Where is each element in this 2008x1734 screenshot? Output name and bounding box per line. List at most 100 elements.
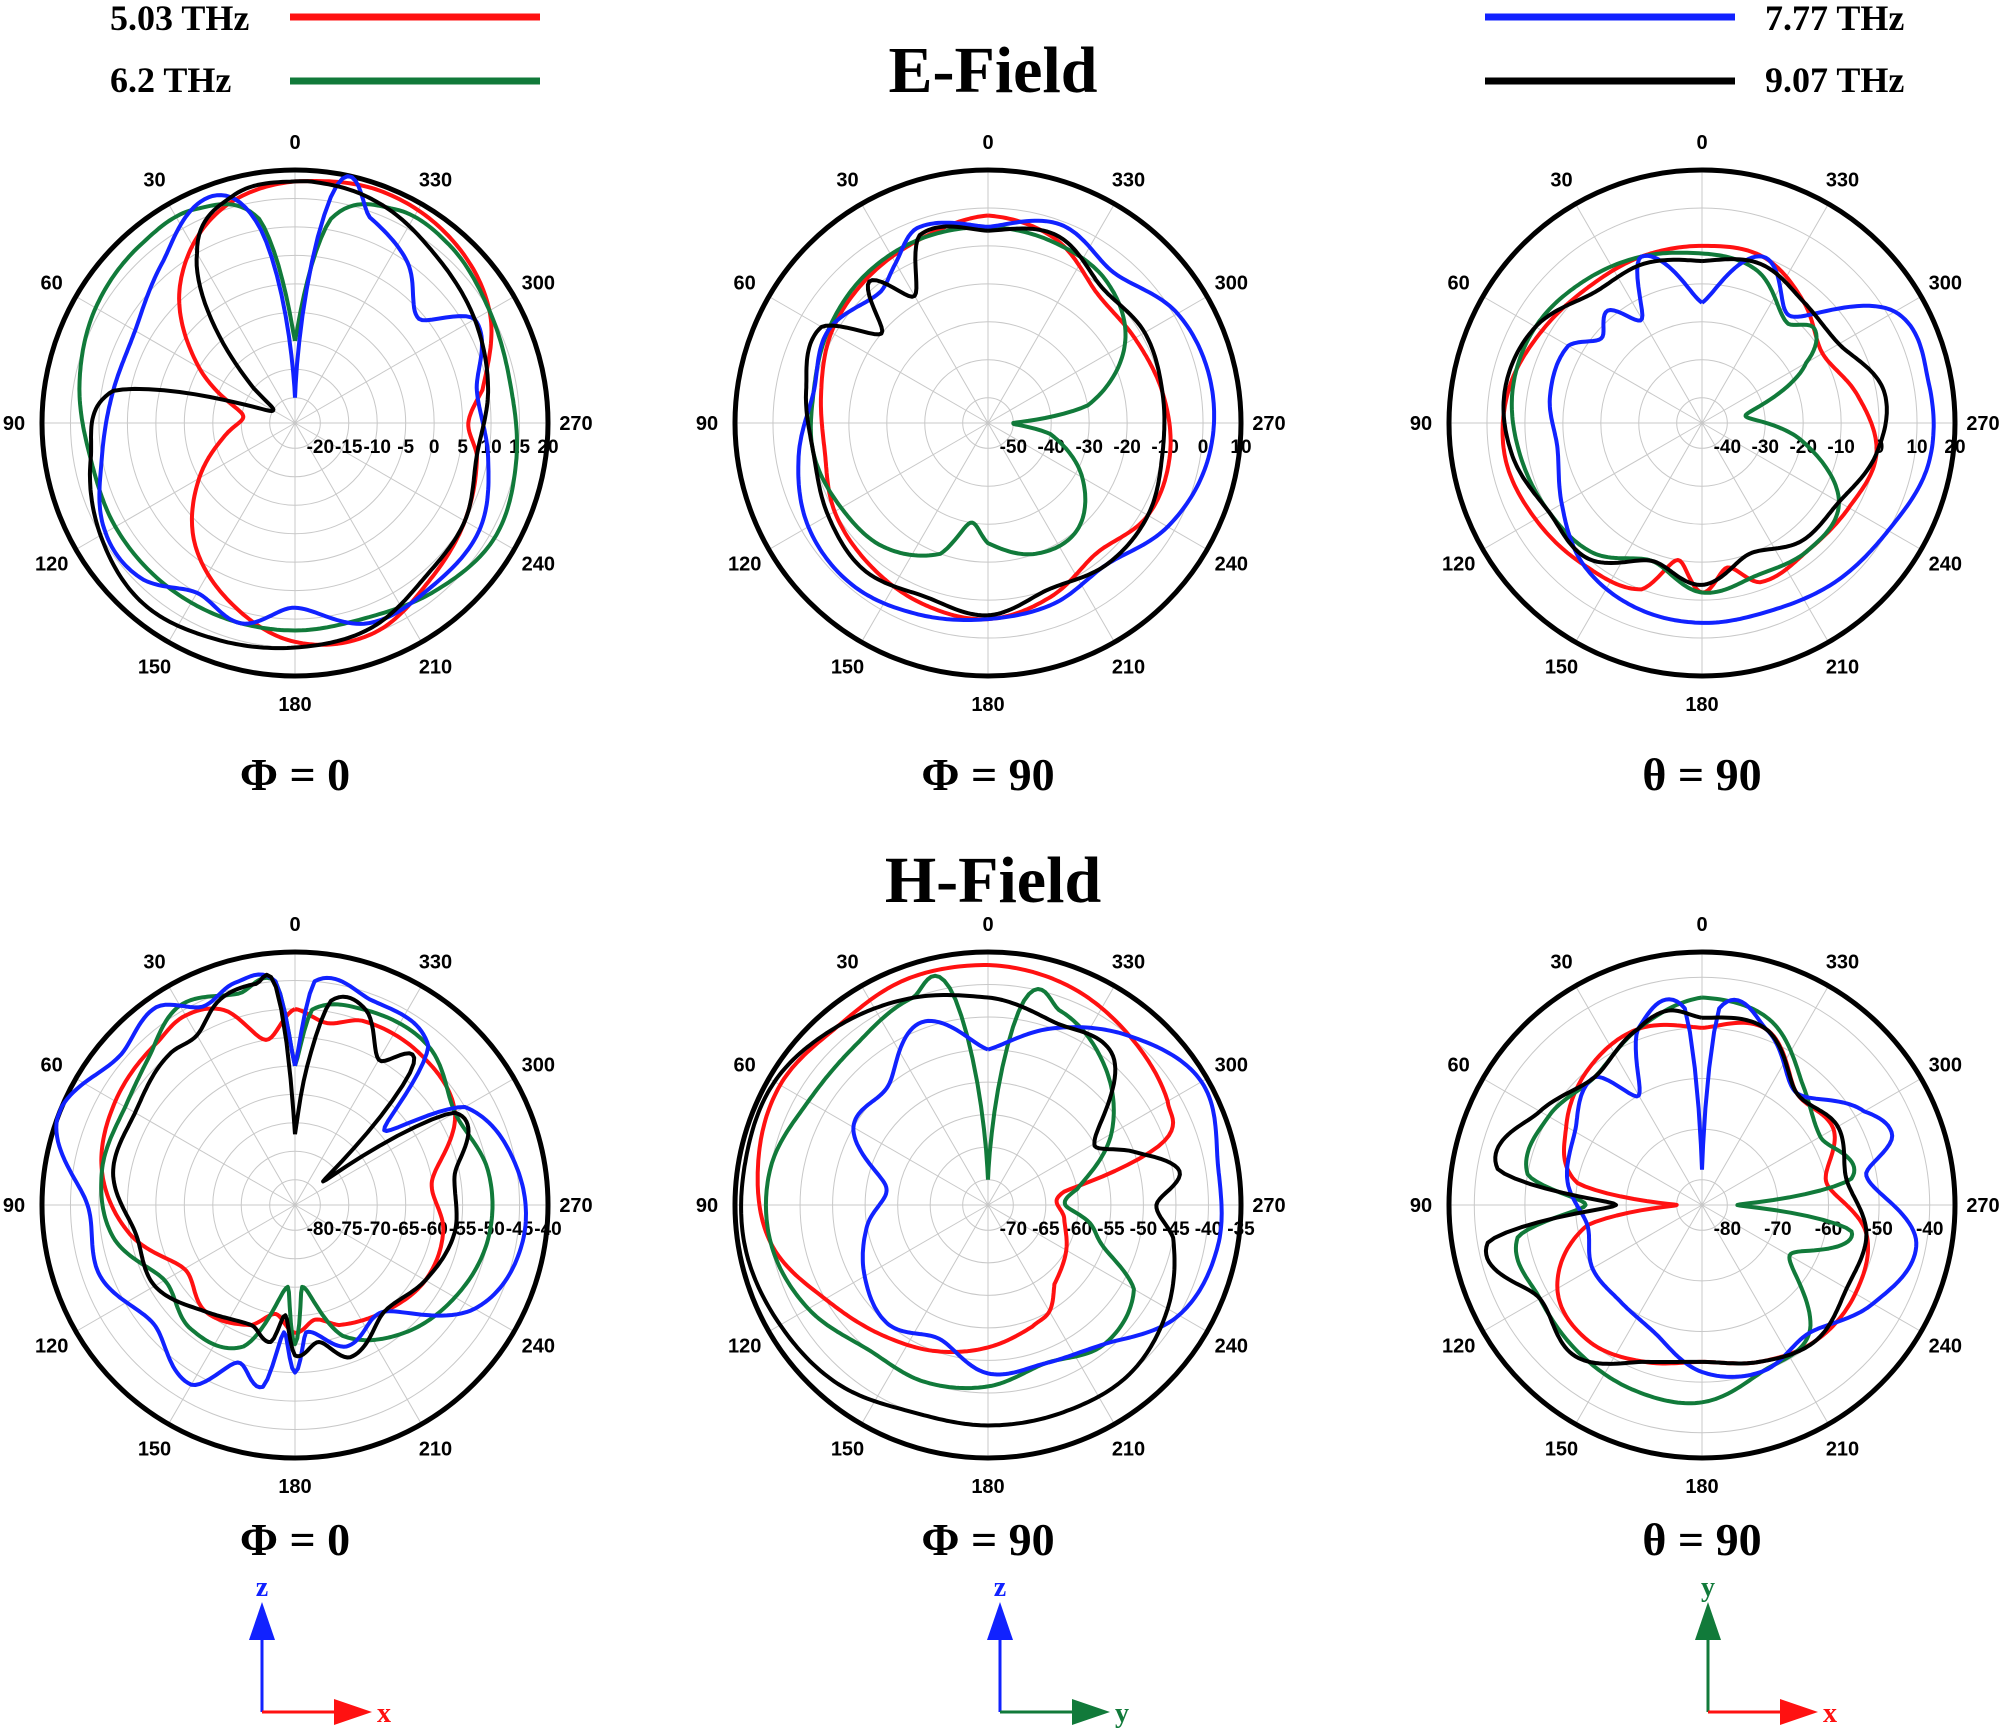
grid-spoke	[75, 422, 296, 550]
radial-tick-label: -35	[1227, 1219, 1255, 1240]
angle-label: 270	[559, 1195, 592, 1217]
plot-caption: θ = 90	[1642, 749, 1761, 800]
radial-tick-label: -65	[1032, 1219, 1060, 1240]
grid-spoke	[1701, 985, 1829, 1206]
angle-label: 30	[143, 952, 165, 974]
angle-label: 300	[1215, 273, 1248, 295]
angle-label: 60	[734, 1055, 756, 1077]
plot-caption: Φ = 90	[921, 1514, 1054, 1565]
series-line	[1565, 997, 1919, 1379]
e-field-title: E-Field	[889, 34, 1098, 107]
grid-spoke	[1701, 1078, 1922, 1206]
legend-label-5-03: 5.03 THz	[110, 0, 249, 38]
angle-label: 330	[419, 952, 452, 974]
horizontal-axis-letter: y	[1115, 1698, 1129, 1729]
angle-label: 240	[1215, 1336, 1248, 1358]
legend-label-7-77: 7.77 THz	[1765, 0, 1904, 38]
plot-caption: θ = 90	[1642, 1514, 1761, 1565]
radial-tick-label: -70	[363, 1219, 390, 1240]
series-line	[1547, 253, 1936, 625]
outer-ring	[732, 949, 1244, 1461]
angle-label: 120	[728, 554, 761, 576]
vertical-axis-arrow	[1695, 1602, 1721, 1640]
angle-label: 90	[696, 413, 718, 435]
grid-spoke	[987, 422, 1115, 643]
radial-tick-label: 15	[509, 437, 531, 458]
angle-label: 0	[289, 132, 300, 154]
grid-spoke	[768, 1204, 989, 1332]
horizontal-axis-arrow	[334, 1699, 372, 1725]
series-line	[77, 202, 519, 633]
vertical-axis-letter: z	[256, 1572, 268, 1603]
angle-label: 330	[1826, 952, 1859, 974]
grid-spoke	[168, 203, 296, 424]
angle-label: 150	[1545, 1438, 1578, 1460]
radial-tick-label: -30	[1075, 437, 1102, 458]
series-line	[796, 218, 1217, 622]
radial-tick-label: -40	[1195, 1219, 1222, 1240]
angle-label: 30	[836, 952, 858, 974]
radial-tick-label: -50	[1000, 437, 1027, 458]
grid-spoke	[987, 1204, 1208, 1332]
radial-tick-label: -70	[1764, 1219, 1791, 1240]
angle-label: 210	[419, 656, 452, 678]
angle-label: 0	[289, 914, 300, 936]
grid-spoke	[1701, 1204, 1829, 1425]
radial-tick-label: -60	[1065, 1219, 1092, 1240]
grid-spoke	[1701, 203, 1829, 424]
radial-tick-label: -75	[335, 1219, 363, 1240]
grid-spoke	[861, 422, 989, 643]
radial-tick-label: 10	[1906, 437, 1927, 458]
radial-tick-label: -5	[397, 437, 414, 458]
angle-label: 180	[971, 1476, 1004, 1498]
grid-spoke	[294, 1078, 515, 1206]
outer-ring	[1446, 167, 1958, 679]
angle-label: 30	[143, 170, 165, 192]
radial-tick-label: -65	[392, 1219, 420, 1240]
angle-label: 300	[1929, 1055, 1962, 1077]
angle-label: 0	[982, 132, 993, 154]
grid-spoke	[168, 1204, 296, 1425]
polar-plot: 0 30 60 90 120 150 180 210 240 270 300 330 -50 -40 -30…	[696, 132, 1286, 800]
grid-spoke	[987, 296, 1208, 424]
outer-ring	[1446, 949, 1958, 1461]
angle-label: 240	[1929, 1336, 1962, 1358]
radial-tick-label: -70	[1000, 1219, 1027, 1240]
polar-plot: 0 30 60 90 120 150 180 210 240 270 300 330 -80 -75 -70…	[3, 914, 593, 1565]
angle-label: 0	[1696, 132, 1707, 154]
vertical-axis-letter: y	[1701, 1572, 1715, 1603]
angle-label: 210	[1826, 656, 1859, 678]
grid-spoke	[1482, 1078, 1703, 1206]
grid-spoke	[861, 203, 989, 424]
series-line	[1501, 257, 1889, 587]
angle-label: 120	[1442, 1336, 1475, 1358]
grid-spoke	[768, 296, 989, 424]
angle-label: 210	[1112, 656, 1145, 678]
radial-tick-label: -15	[335, 437, 363, 458]
horizontal-axis-letter: x	[1823, 1698, 1837, 1729]
angle-label: 90	[696, 1195, 718, 1217]
angle-label: 90	[1410, 413, 1432, 435]
radial-tick-label: -10	[363, 437, 390, 458]
radial-tick-label: -45	[1162, 1219, 1190, 1240]
grid-spoke	[168, 422, 296, 643]
polar-plot: 0 30 60 90 120 150 180 210 240 270 300 330 -40 -30 -20…	[1410, 132, 2000, 800]
plot-caption: Φ = 0	[240, 1514, 350, 1565]
series-line	[851, 1018, 1224, 1377]
radial-tick-label: -80	[307, 1219, 334, 1240]
angle-label: 240	[522, 1336, 555, 1358]
angle-label: 270	[559, 413, 592, 435]
radial-tick-label: -55	[1097, 1219, 1125, 1240]
angle-label: 60	[1448, 273, 1470, 295]
radial-tick-label: 5	[457, 437, 468, 458]
horizontal-axis-letter: x	[377, 1698, 391, 1729]
grid-spoke	[1701, 1204, 1922, 1332]
series-line	[1483, 1008, 1869, 1366]
coordinate-axis: yx	[1695, 1572, 1837, 1729]
series-line	[54, 972, 528, 1390]
grid-spoke	[987, 985, 1115, 1206]
